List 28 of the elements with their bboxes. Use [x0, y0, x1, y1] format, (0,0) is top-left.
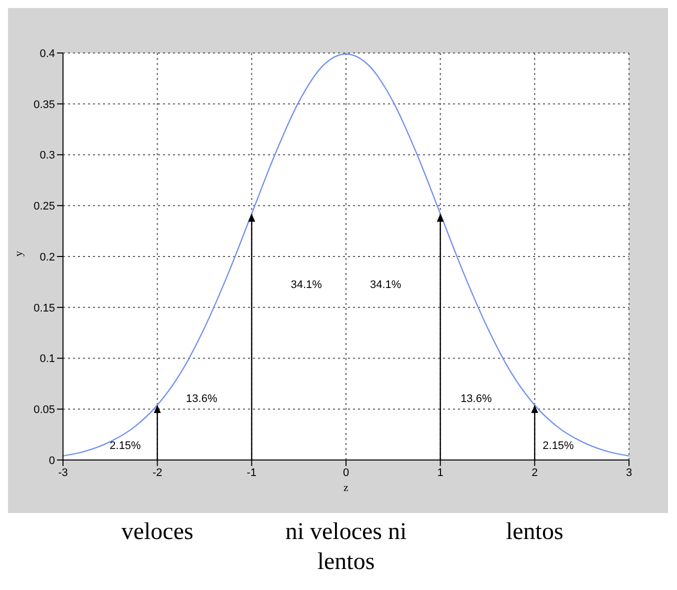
y-tick-label: 0.1 [40, 353, 55, 366]
x-axis-title: z [344, 482, 349, 494]
annotation: 2.15% [108, 438, 142, 453]
y-tick-label: 0.35 [34, 98, 55, 111]
annotation: 2.15% [542, 438, 575, 453]
x-tick-label: -1 [246, 466, 257, 479]
x-tick-label: 1 [437, 466, 444, 479]
y-tick-label: 0.4 [40, 48, 55, 60]
y-tick-label: 0.2 [40, 251, 55, 264]
y-tick-label: 0.05 [34, 404, 55, 416]
text: veloces [120, 518, 194, 547]
text: ni veloces ni lentos [284, 518, 408, 577]
y-tick-label: 0.3 [40, 150, 55, 162]
x-tick-label: 0 [342, 466, 350, 479]
x-tick-label: -3 [58, 466, 68, 479]
y-tick-label: 0.15 [34, 302, 55, 314]
text: lentos [504, 518, 564, 547]
y-axis-title: y [12, 250, 25, 256]
x-tick-label: 3 [626, 466, 632, 479]
x-tick-label: -2 [152, 466, 162, 479]
x-tick-label: 2 [532, 466, 538, 479]
annotation: 13.6% [185, 392, 218, 406]
y-tick-label: 0.25 [34, 200, 55, 213]
annotation: 34.1% [369, 278, 402, 292]
line-series [63, 53, 629, 457]
annotation: 13.6% [460, 392, 493, 406]
y-tick-label: 0 [48, 454, 55, 467]
annotation: 34.1% [290, 278, 323, 292]
